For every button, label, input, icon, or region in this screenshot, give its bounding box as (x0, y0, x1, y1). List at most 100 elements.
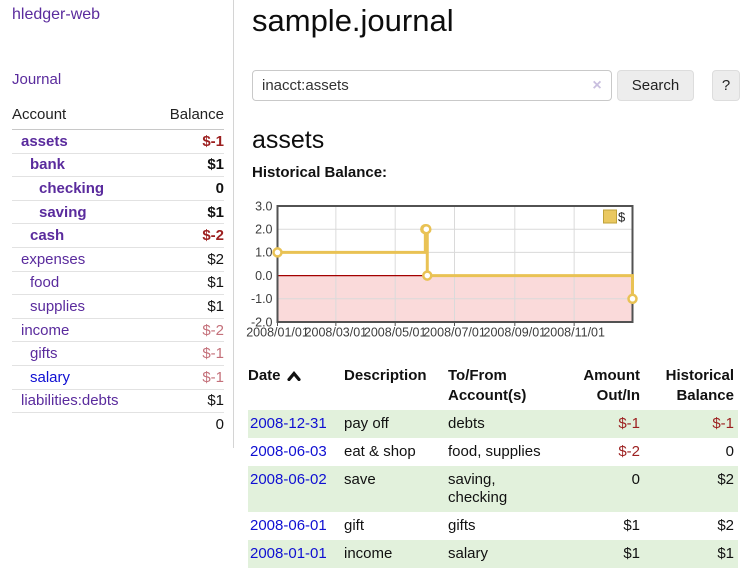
account-balance: $-1 (152, 365, 224, 390)
description-cell: eat & shop (344, 443, 416, 460)
accounts-table: Account Balance assets $-1 bank $1 checking 0… (12, 103, 224, 437)
balance-cell: $2 (717, 471, 734, 488)
account-balance: $-2 (152, 318, 224, 343)
svg-text:1.0: 1.0 (255, 246, 272, 260)
account-balance: $1 (152, 389, 224, 414)
svg-text:-1.0: -1.0 (251, 292, 273, 306)
account-link[interactable]: salary (30, 368, 71, 386)
register-row: 2008-06-02 save saving, checking 0 $2 (248, 466, 738, 512)
amount-cell: $-2 (618, 443, 640, 460)
clear-search-icon[interactable]: × (592, 77, 602, 94)
account-link[interactable]: saving (39, 203, 87, 221)
account-balance: $-2 (152, 223, 224, 248)
col-date-header[interactable]: Date (248, 362, 344, 410)
account-link[interactable]: assets (21, 132, 68, 150)
account-link[interactable]: supplies (30, 297, 86, 315)
account-balance: $1 (152, 200, 224, 225)
account-link[interactable]: gifts (30, 345, 58, 363)
accounts-cell: saving, checking (448, 471, 508, 506)
account-link[interactable]: income (21, 321, 70, 339)
svg-text:2008/09/01: 2008/09/01 (484, 326, 547, 340)
account-balance: 0 (152, 176, 224, 201)
transaction-date-link[interactable]: 2008-12-31 (250, 415, 327, 432)
account-row: food $1 (12, 271, 224, 296)
account-row: cash $-2 (12, 223, 224, 248)
app-brand-link[interactable]: hledger-web (12, 6, 101, 23)
description-cell: save (344, 471, 376, 488)
search-form: × Search ? (252, 70, 742, 101)
account-link[interactable]: checking (39, 179, 105, 197)
account-link[interactable]: food (30, 274, 60, 292)
accounts-cell: food, supplies (448, 443, 541, 460)
amount-cell: $1 (623, 517, 640, 534)
account-link[interactable]: liabilities:debts (21, 392, 119, 410)
register-row: 2008-06-03 eat & shop food, supplies $-2 0 (248, 438, 738, 466)
description-cell: gift (344, 517, 365, 534)
register-table: Date Description To/From Account(s) Amou… (248, 362, 738, 568)
accounts-cell: gifts (448, 517, 476, 534)
accounts-total-row: 0 (12, 412, 224, 437)
col-amount-header[interactable]: Amount Out/In (583, 367, 640, 404)
account-row: bank $1 (12, 153, 224, 178)
account-balance: $1 (152, 271, 224, 296)
col-balance-header[interactable]: Historical Balance (665, 367, 734, 404)
transaction-date-link[interactable]: 2008-06-02 (250, 471, 327, 488)
sort-asc-icon (286, 367, 301, 387)
balance-cell: $2 (717, 517, 734, 534)
search-input[interactable] (252, 70, 612, 101)
col-accounts-header[interactable]: To/From Account(s) (448, 367, 527, 404)
accounts-cell: debts (448, 415, 485, 432)
accounts-total-value: 0 (152, 412, 224, 437)
help-button[interactable]: ? (712, 70, 740, 101)
nav-journal-link[interactable]: Journal (12, 71, 62, 88)
amount-cell: 0 (631, 471, 640, 488)
account-link[interactable]: bank (30, 156, 66, 174)
account-balance: $1 (152, 294, 224, 319)
accounts-cell: salary (448, 545, 489, 562)
page-title: sample.journal (252, 3, 454, 38)
chart-legend-label: $ (618, 210, 626, 225)
account-row: supplies $1 (12, 294, 224, 319)
transaction-date-link[interactable]: 2008-06-03 (250, 443, 327, 460)
svg-text:2008/03/01: 2008/03/01 (305, 326, 368, 340)
account-row: saving $1 (12, 200, 224, 225)
description-cell: pay off (344, 415, 389, 432)
historical-balance-chart: 3.0 2.0 1.0 0.0 -1.0 -2.0 2008/01/01 2008/03/01… (240, 199, 742, 343)
account-balance: $-1 (152, 129, 224, 154)
balance-cell: 0 (725, 443, 734, 460)
search-button[interactable]: Search (617, 70, 694, 101)
register-row: 2008-12-31 pay off debts $-1 $-1 (248, 410, 738, 438)
transaction-date-link[interactable]: 2008-06-01 (250, 517, 327, 534)
balance-cell: $1 (717, 545, 734, 562)
svg-text:2008/01/01: 2008/01/01 (246, 326, 309, 340)
account-row: gifts $-1 (12, 341, 224, 366)
account-row: salary $-1 (12, 365, 224, 390)
register-row: 2008-01-01 income salary $1 $1 (248, 540, 738, 568)
amount-cell: $-1 (618, 415, 640, 432)
balance-chart-svg: 3.0 2.0 1.0 0.0 -1.0 -2.02008/01/012008/03/01… (246, 199, 638, 340)
svg-text:0.0: 0.0 (255, 269, 272, 283)
svg-text:2008/07/01: 2008/07/01 (423, 326, 486, 340)
amount-cell: $1 (623, 545, 640, 562)
main-content: sample.journal × Search ? assets Histori… (252, 0, 742, 582)
account-row: checking 0 (12, 176, 224, 201)
account-row: income $-2 (12, 318, 224, 343)
account-link[interactable]: cash (30, 227, 65, 245)
account-row: expenses $2 (12, 247, 224, 272)
account-balance: $-1 (152, 341, 224, 366)
accounts-header-balance: Balance (152, 103, 224, 130)
accounts-header-account: Account (12, 103, 153, 130)
svg-text:2008/11/01: 2008/11/01 (543, 326, 605, 340)
col-description-header[interactable]: Description (344, 367, 427, 384)
balance-cell: $-1 (712, 415, 734, 432)
account-row: liabilities:debts $1 (12, 389, 224, 414)
account-balance: $1 (152, 153, 224, 178)
register-row: 2008-06-01 gift gifts $1 $2 (248, 512, 738, 540)
account-row: assets $-1 (12, 129, 224, 154)
account-link[interactable]: expenses (21, 250, 86, 268)
chart-heading: Historical Balance: (252, 164, 388, 181)
transaction-date-link[interactable]: 2008-01-01 (250, 545, 327, 562)
svg-text:3.0: 3.0 (255, 199, 272, 213)
svg-text:-2.0: -2.0 (251, 315, 273, 329)
svg-text:2.0: 2.0 (255, 223, 272, 237)
